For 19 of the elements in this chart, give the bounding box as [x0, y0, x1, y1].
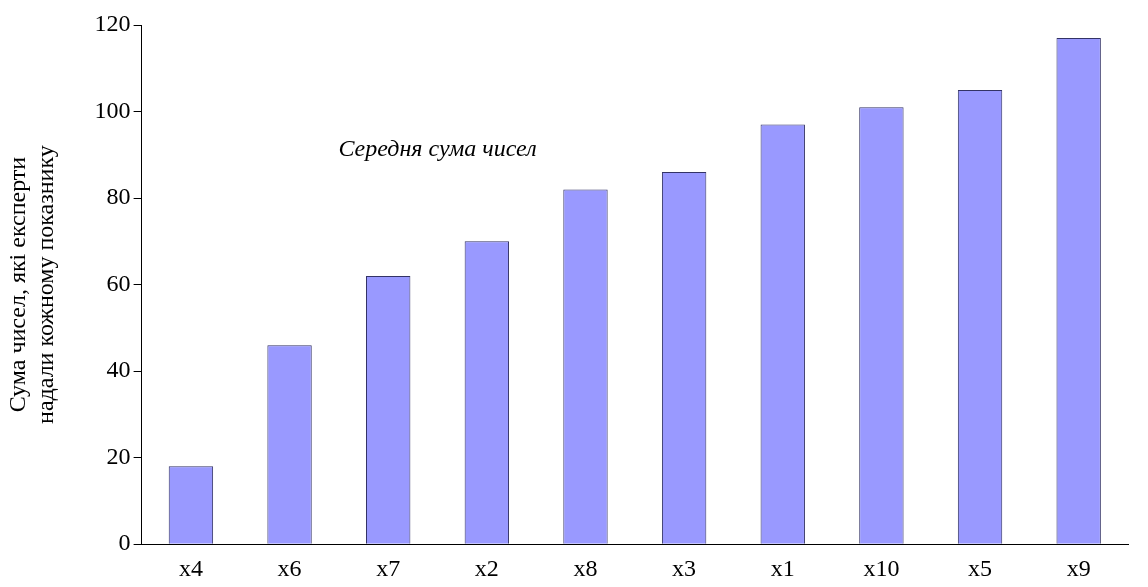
x-tick-label: x1 [770, 554, 795, 581]
y-tick-label: 80 [106, 183, 131, 210]
x-tick-label: x8 [573, 554, 598, 581]
x-tick-label: x4 [178, 554, 203, 581]
x-tick-label: x6 [277, 554, 302, 581]
x-tick-label: x5 [968, 554, 993, 581]
y-tick-label: 0 [118, 529, 131, 556]
x-tick-label: x2 [474, 554, 499, 581]
y-tick-label: 120 [94, 10, 131, 37]
annotation: Середня сума чисел [338, 135, 537, 162]
x-tick-label: x7 [376, 554, 401, 581]
y-tick-label: 40 [106, 356, 131, 383]
y-tick-label: 60 [106, 269, 131, 296]
y-tick-label: 100 [94, 96, 131, 123]
y-tick-label: 20 [106, 442, 131, 469]
x-tick-label: x10 [863, 554, 900, 581]
x-tick-label: x3 [672, 554, 697, 581]
x-tick-label: x9 [1066, 554, 1091, 581]
y-axis-title: Сума чисел, які експерти надали кожному показнику [3, 145, 59, 424]
